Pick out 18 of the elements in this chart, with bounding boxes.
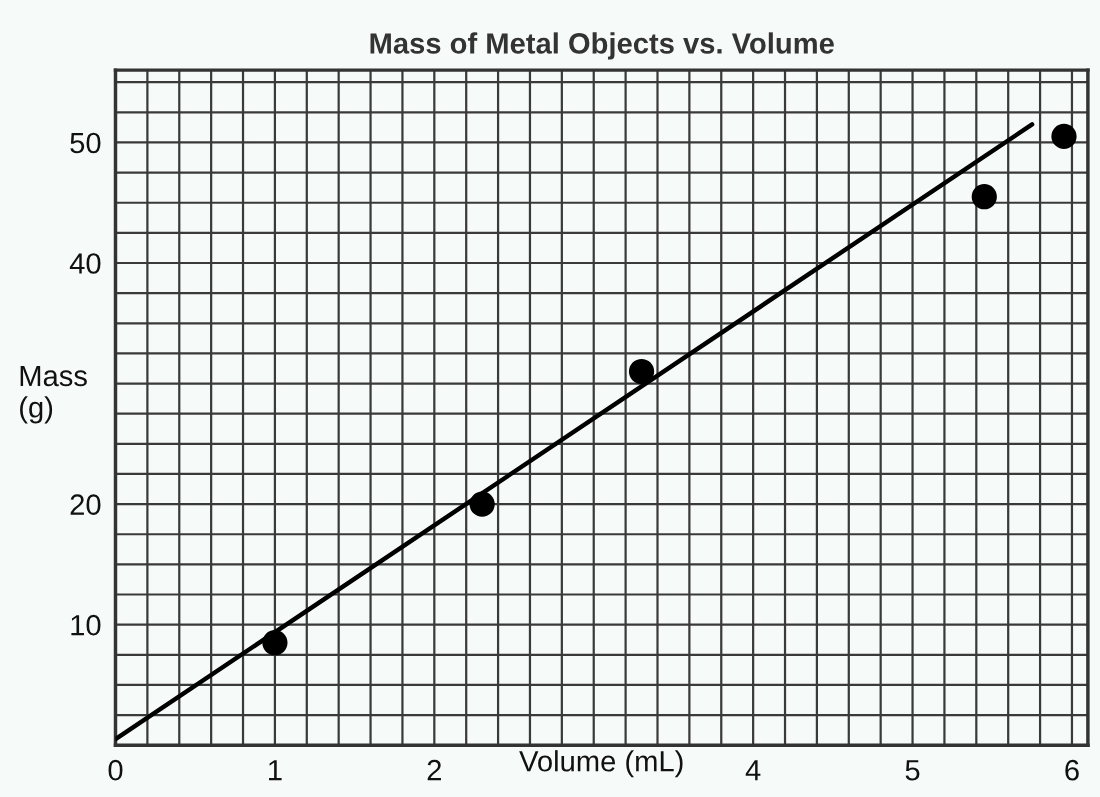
point xyxy=(1051,123,1077,150)
x-tick-label: 5 xyxy=(905,760,920,781)
x-tick-label: 0 xyxy=(108,759,123,781)
x-tick-label: 6 xyxy=(1065,759,1079,781)
point xyxy=(971,184,997,210)
x-axis-title: Volume (mL) xyxy=(519,750,683,778)
point xyxy=(262,630,288,656)
x-tick-label: 4 xyxy=(745,760,761,781)
point xyxy=(469,491,495,517)
point xyxy=(628,358,655,385)
y-tick-label: 50 xyxy=(70,132,101,154)
x-tick-label: 1 xyxy=(269,760,282,781)
chart-title: Mass of Metal Objects vs. Volume xyxy=(370,32,834,60)
x-tick-label: 2 xyxy=(427,759,441,781)
y-tick-label: 20 xyxy=(70,494,101,515)
y-axis-title: Mass (g) xyxy=(20,365,87,424)
y-tick-label: 10 xyxy=(71,614,101,636)
y-tick-label: 40 xyxy=(69,253,101,274)
